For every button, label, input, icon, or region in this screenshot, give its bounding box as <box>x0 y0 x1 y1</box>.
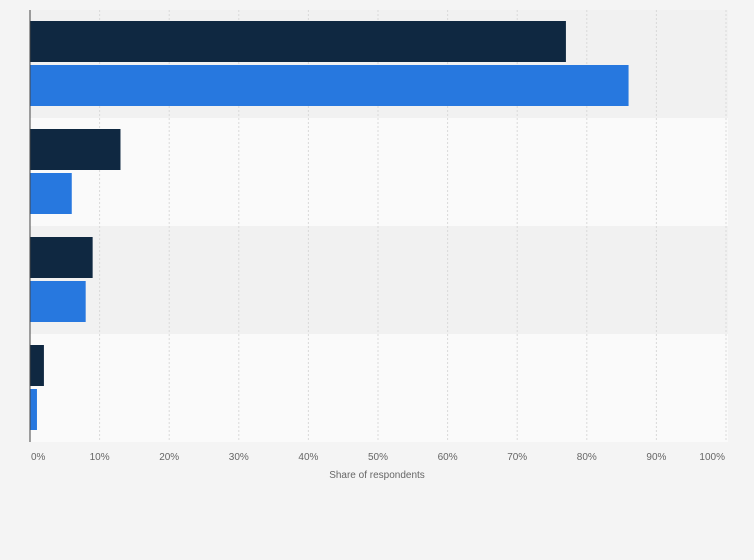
x-axis-title: Share of respondents <box>329 470 425 481</box>
bar <box>30 389 37 430</box>
x-tick-labels: 0% 10% 20% 30% 40% 50% 60% 70% 80% 90% 100% <box>31 452 725 463</box>
bar <box>30 65 629 106</box>
category-band <box>30 226 728 334</box>
x-tick-label: 50% <box>368 452 388 463</box>
category-band <box>30 118 728 226</box>
x-tick-label: 30% <box>229 452 249 463</box>
x-tick-label: 80% <box>577 452 597 463</box>
x-tick-label: 20% <box>159 452 179 463</box>
bar <box>30 281 86 322</box>
bar <box>30 129 121 170</box>
category-band <box>30 334 728 442</box>
bar <box>30 237 93 278</box>
x-tick-label: 10% <box>90 452 110 463</box>
x-tick-label: 90% <box>646 452 666 463</box>
x-tick-label: 100% <box>699 452 725 463</box>
x-tick-label: 70% <box>507 452 527 463</box>
x-tick-label: 0% <box>31 452 46 463</box>
bar <box>30 345 44 386</box>
bar <box>30 21 566 62</box>
x-tick-label: 60% <box>438 452 458 463</box>
x-tick-label: 40% <box>298 452 318 463</box>
bars <box>30 21 629 430</box>
bar <box>30 173 72 214</box>
